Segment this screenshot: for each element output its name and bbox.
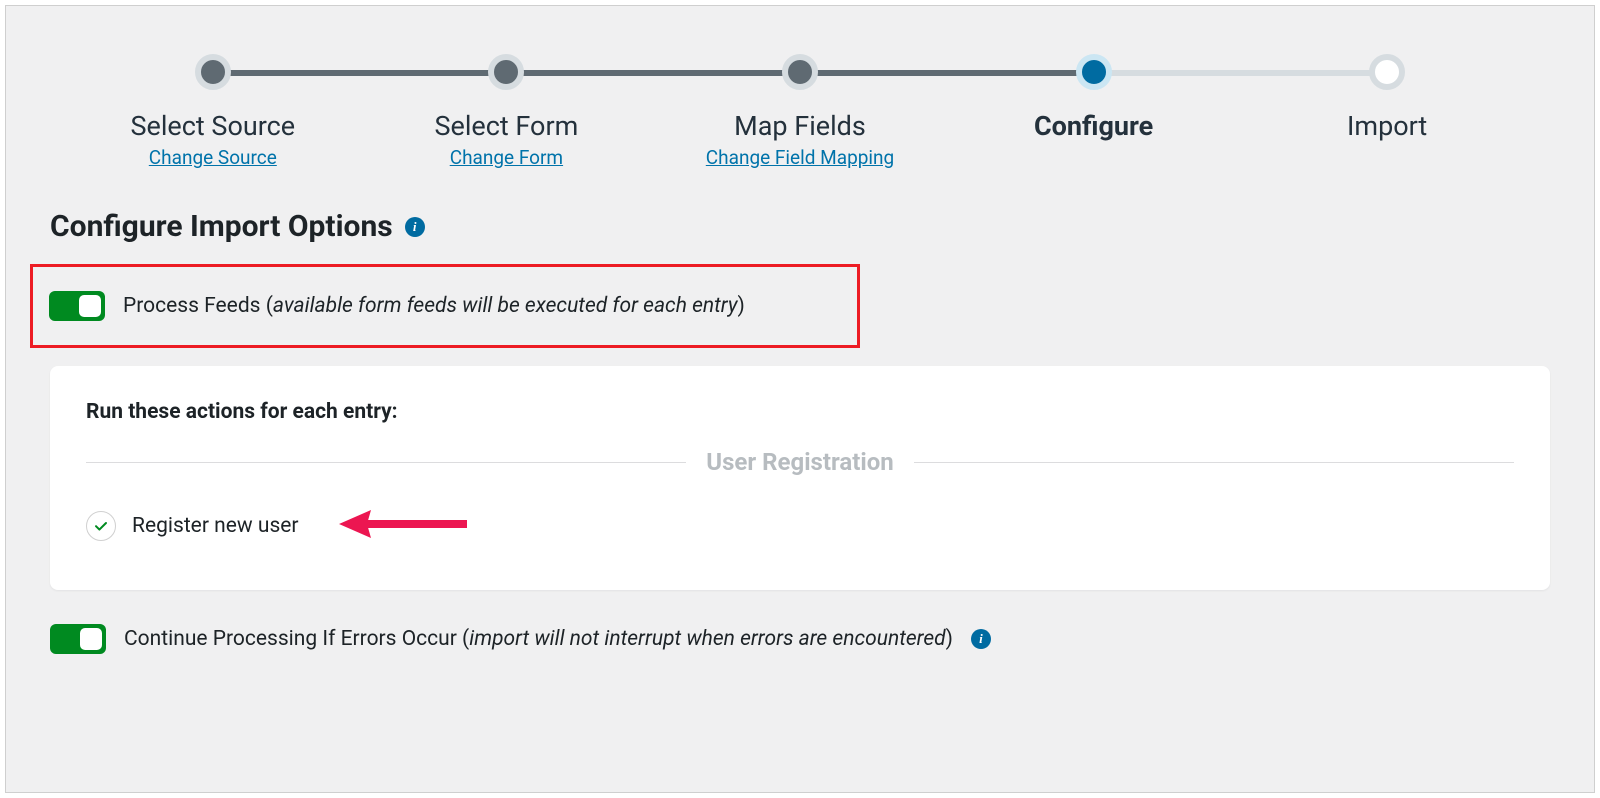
register-user-label: Register new user	[132, 514, 299, 538]
step-title-map-fields: Map Fields	[734, 110, 866, 142]
stepper-container: Select Source Change Source Select Form …	[6, 6, 1594, 209]
step-configure: Configure	[947, 54, 1241, 142]
step-title-configure: Configure	[1034, 110, 1153, 142]
process-feeds-note: available form feeds will be executed fo…	[273, 294, 738, 318]
divider-line-left	[86, 462, 686, 463]
process-feeds-row: Process Feeds (available form feeds will…	[30, 264, 860, 348]
process-feeds-paren-close: )	[738, 294, 745, 318]
continue-processing-row: Continue Processing If Errors Occur (imp…	[50, 624, 1550, 654]
continue-paren-open: (	[457, 627, 469, 651]
change-source-link[interactable]: Change Source	[149, 146, 277, 169]
process-feeds-label-text: Process Feeds	[123, 294, 261, 318]
continue-paren-close: )	[946, 627, 953, 651]
change-field-mapping-link[interactable]: Change Field Mapping	[706, 146, 894, 169]
info-icon[interactable]: i	[405, 217, 425, 237]
section-heading: Configure Import Options i	[50, 209, 1550, 244]
continue-processing-label: Continue Processing If Errors Occur (imp…	[124, 627, 953, 651]
process-feeds-label: Process Feeds (available form feeds will…	[123, 294, 745, 318]
step-line-4	[1094, 70, 1388, 76]
action-row-register-user: Register new user	[86, 506, 1514, 546]
step-dot-map-fields	[782, 54, 818, 90]
step-line-3	[800, 70, 1094, 76]
check-icon	[93, 518, 109, 534]
step-dot-configure	[1076, 54, 1112, 90]
step-line-1	[213, 70, 507, 76]
step-import: Import	[1240, 54, 1534, 142]
toggle-knob	[79, 295, 101, 317]
toggle-knob	[80, 628, 102, 650]
step-line-2	[506, 70, 800, 76]
process-feeds-toggle[interactable]	[49, 291, 105, 321]
actions-panel-title: Run these actions for each entry:	[86, 400, 1514, 424]
step-dot-select-form	[488, 54, 524, 90]
arrow-annotation	[337, 506, 467, 546]
info-icon[interactable]: i	[971, 629, 991, 649]
divider-line-right	[914, 462, 1514, 463]
process-feeds-paren-open: (	[261, 294, 273, 318]
step-dot-import	[1369, 54, 1405, 90]
actions-panel: Run these actions for each entry: User R…	[50, 366, 1550, 590]
step-title-select-form: Select Form	[435, 110, 579, 142]
section-heading-text: Configure Import Options	[50, 209, 393, 244]
actions-group-divider: User Registration	[86, 448, 1514, 476]
page-frame: Select Source Change Source Select Form …	[5, 5, 1595, 793]
step-dot-select-source	[195, 54, 231, 90]
register-user-checkbox[interactable]	[86, 511, 116, 541]
step-title-import: Import	[1347, 110, 1427, 142]
step-title-select-source: Select Source	[131, 110, 296, 142]
continue-processing-toggle[interactable]	[50, 624, 106, 654]
actions-group-label: User Registration	[706, 448, 893, 476]
continue-processing-label-text: Continue Processing If Errors Occur	[124, 627, 457, 651]
content-area: Configure Import Options i Process Feeds…	[6, 209, 1594, 654]
continue-processing-note: import will not interrupt when errors ar…	[469, 627, 945, 651]
change-form-link[interactable]: Change Form	[450, 146, 563, 169]
stepper: Select Source Change Source Select Form …	[66, 54, 1534, 169]
